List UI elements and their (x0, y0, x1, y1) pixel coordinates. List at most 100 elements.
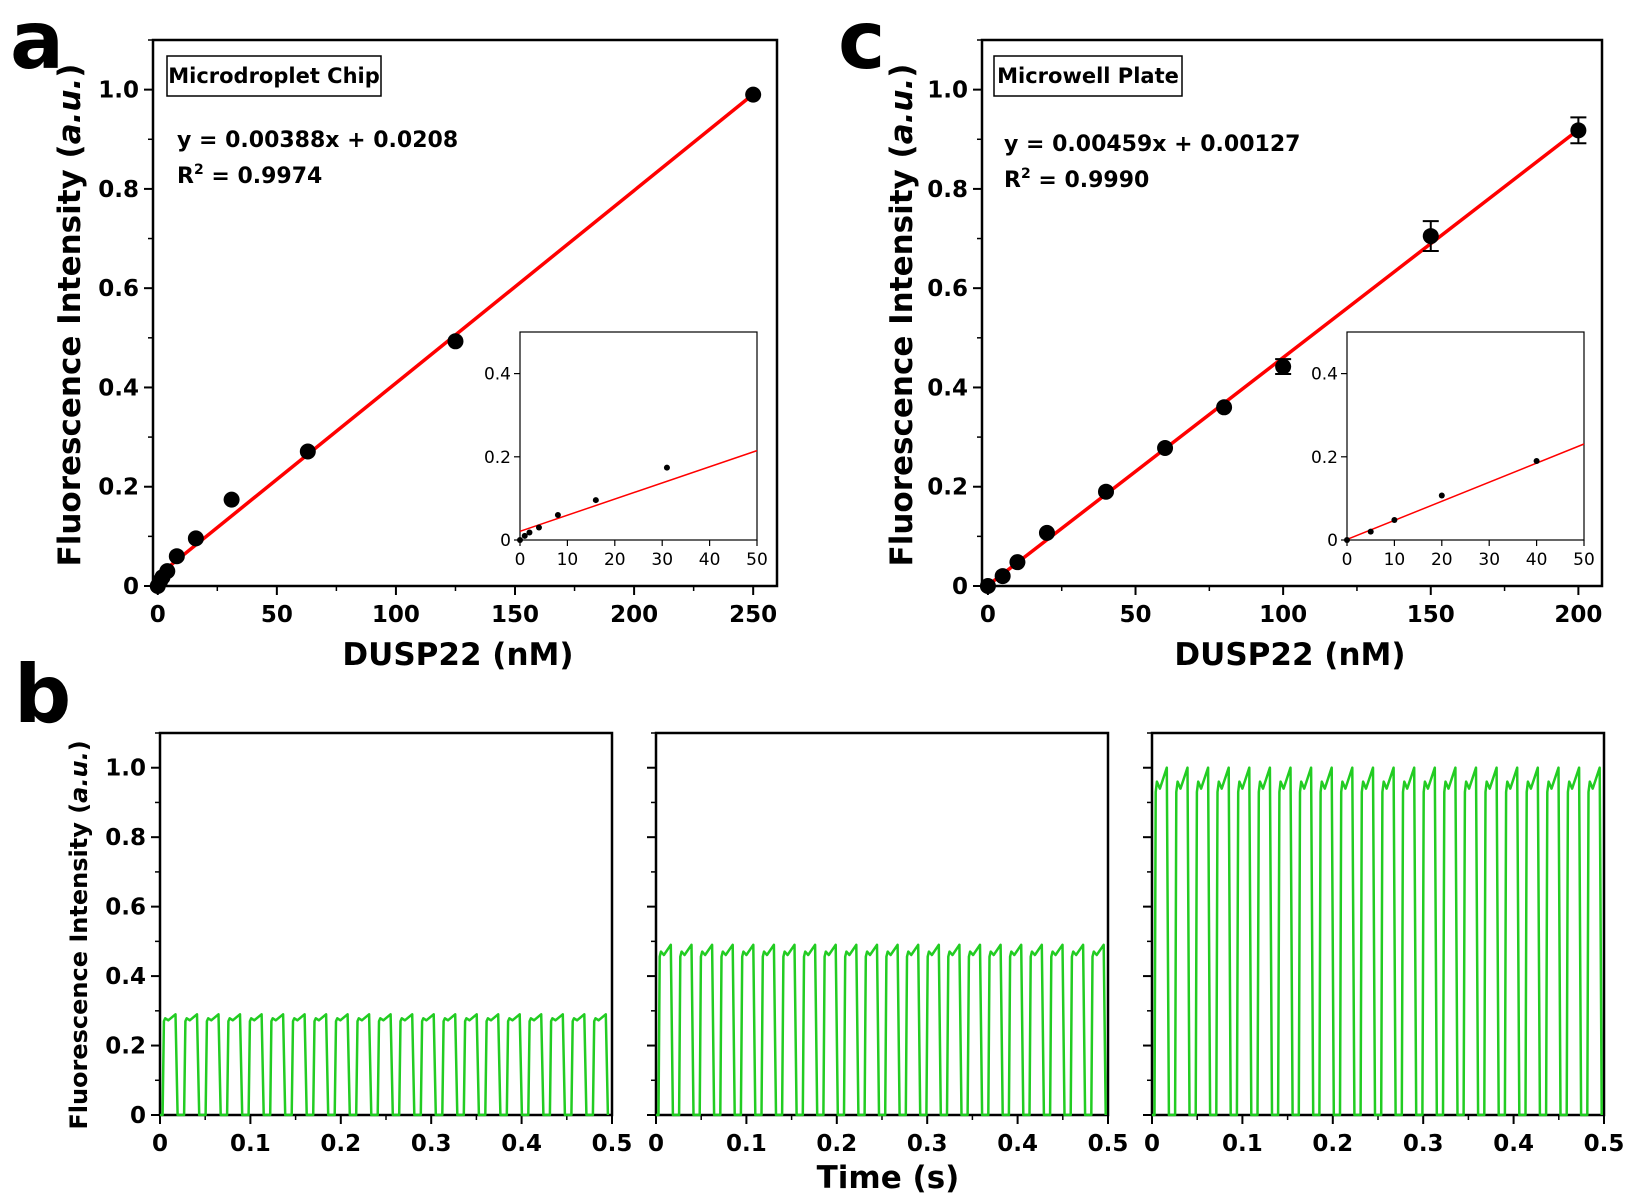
chart-a-points (149, 86, 762, 594)
chart-c-inset-point (1438, 492, 1445, 499)
chart-b-frame (654, 731, 1110, 1117)
chart-a-equation: y = 0.00388x + 0.0208 (177, 128, 458, 153)
chart-b-xtick-label: 0.1 (1222, 1131, 1263, 1157)
chart-b-frame (1150, 731, 1606, 1117)
chart-b-xtick-label: 0.3 (1403, 1131, 1444, 1157)
chart-c-inset-ytick-label: 0.2 (1311, 448, 1338, 468)
chart-c-fit-segment (986, 128, 1580, 587)
chart-b-ytick-label: 0 (130, 1103, 146, 1129)
chart-c-xtick-label: 50 (1120, 602, 1152, 628)
chart-c-frame (980, 38, 1604, 588)
chart-a-inset-xtick-label: 50 (746, 550, 768, 570)
chart-a-inset-xtick-label: 0 (515, 550, 526, 570)
chart-c-inset-frame (1346, 331, 1585, 541)
chart-a-xtick-label: 250 (729, 602, 777, 628)
chart-b-xtick-label: 0.2 (1312, 1131, 1353, 1157)
chart-a-r2-sup: 2 (194, 162, 204, 178)
chart-c-point (1422, 228, 1439, 245)
chart-a-xtick-label: 150 (491, 602, 539, 628)
chart-c-xtick-label: 0 (980, 602, 996, 628)
chart-a-inset-point (535, 524, 542, 531)
chart-c-point (1009, 554, 1026, 571)
chart-a-inset-ytick-label: 0.2 (484, 448, 511, 468)
chart-c-inset-fit-line (1346, 443, 1585, 541)
chart-c-point (1216, 399, 1233, 416)
chart-b-xtick-label: 0.2 (320, 1131, 361, 1157)
chart-a-ytick-label: 0 (123, 574, 139, 600)
chart-b-ytick-label: 0.8 (105, 825, 146, 851)
chart-c-xtick-label: 200 (1554, 602, 1602, 628)
chart-b-trace-2 (656, 943, 1107, 1117)
chart-a-xtick-label: 100 (372, 602, 420, 628)
chart-c-point (1275, 358, 1292, 375)
chart-c-r2: R2 = 0.9990 (1004, 166, 1149, 193)
chart-a-inset-ytick-label: 0 (500, 531, 511, 551)
panel-label-b: b (14, 648, 71, 741)
chart-a-xtick-label: 0 (150, 602, 166, 628)
chart-b-ytick-label: 0.2 (105, 1034, 146, 1060)
chart-c-legend-text: Microwell Plate (997, 64, 1179, 88)
chart-a-inset-point (663, 464, 670, 471)
chart-c-equation: y = 0.00459x + 0.00127 (1004, 132, 1300, 157)
panel-label-a: a (10, 0, 64, 87)
chart-b-xtick-label: 0.4 (1493, 1131, 1534, 1157)
chart-c-ylabel: Fluorescence Intensity (a.u.) (884, 64, 920, 567)
chart-c-xlabel: DUSP22 (nM) (1174, 637, 1405, 673)
chart-a-inset: 0 0.2 0.4 0 10 20 30 40 50 (484, 331, 768, 570)
chart-a-ytick-label: 0.8 (98, 177, 139, 203)
chart-c-r2-prefix: R (1004, 168, 1021, 193)
chart-c-tick-labels: 00.20.40.60.81.00 50 100 150 200 (927, 78, 1602, 628)
chart-b-traces (160, 766, 1603, 1117)
chart-c-inset-xtick-label: 40 (1526, 550, 1548, 570)
chart-b-xtick-label: 0.1 (726, 1131, 767, 1157)
chart-c-xtick-label: 100 (1259, 602, 1307, 628)
chart-b-xtick-label: 0.3 (907, 1131, 948, 1157)
chart-c-ytick-label: 0.8 (927, 177, 968, 203)
chart-a-legend-box (166, 55, 382, 97)
chart-a-inset-xtick-label: 30 (651, 550, 673, 570)
chart-a-point (447, 333, 464, 350)
chart-c-ytick-label: 0 (952, 574, 968, 600)
chart-a-inset-fit-line (519, 449, 758, 533)
chart-c-ytick-label: 0.2 (927, 475, 968, 501)
chart-b-xtick-label: 0.5 (592, 1131, 633, 1157)
chart-a-point (159, 563, 176, 580)
chart-a-r2-prefix: R (177, 164, 194, 189)
chart-a-inset-ytick-label: 0.4 (484, 365, 511, 385)
chart-a-inset-point (554, 512, 561, 519)
chart-a: 00.20.40.60.81.00 50 100 150 200 250 Microdro… (52, 38, 779, 673)
chart-b-ytick-label: 1.0 (105, 756, 146, 782)
chart-b-tick-labels: 0 0.2 0.4 0.6 0.8 1.0 0 0.1 0.2 0.3 0.4 0.5 0 0.1 0.2 0… (105, 756, 1624, 1157)
chart-a-point (168, 548, 185, 565)
chart-a-inset-point (592, 497, 599, 504)
chart-a-tick-labels: 00.20.40.60.81.00 50 100 150 200 250 (98, 78, 777, 628)
chart-a-ytick-label: 0.4 (98, 375, 139, 401)
chart-c-inset-xtick-label: 10 (1384, 550, 1406, 570)
chart-a-inset-xtick-label: 40 (699, 550, 721, 570)
chart-a-inset-xtick-label: 20 (604, 550, 626, 570)
chart-c-legend-box (993, 55, 1183, 97)
chart-c-fit-line (986, 128, 1580, 587)
chart-c-inset-xtick-label: 50 (1573, 550, 1595, 570)
chart-c-point (1570, 122, 1587, 139)
chart-c-ytick-label: 0.4 (927, 375, 968, 401)
chart-a-inset-point (526, 529, 533, 536)
chart-b-ylabel: Fluorescence Intensity (a.u.) (65, 740, 93, 1129)
chart-c-ytick-label: 0.6 (927, 276, 968, 302)
chart-b-xtick-label: 0.4 (501, 1131, 542, 1157)
chart-b-trace-1 (160, 1013, 610, 1117)
chart-b-xtick-label: 0.5 (1088, 1131, 1129, 1157)
chart-c-inset-ytick-label: 0 (1327, 531, 1338, 551)
chart-c-inset: 0 0.2 0.4 0 10 20 30 40 50 (1311, 331, 1595, 570)
chart-b-xtick-label: 0 (648, 1131, 664, 1157)
chart-b-xtick-label: 0.1 (230, 1131, 271, 1157)
chart-c-ytick-label: 1.0 (927, 78, 968, 104)
panel-label-c: c (838, 0, 885, 87)
chart-b-ytick-label: 0.4 (105, 964, 146, 990)
chart-c-inset-point (1367, 528, 1374, 535)
chart-a-point (745, 86, 762, 103)
chart-c-point (1098, 483, 1114, 500)
chart-a-ylabel: Fluorescence Intensity (a.u.) (52, 64, 88, 567)
chart-a-xtick-label: 50 (261, 602, 293, 628)
